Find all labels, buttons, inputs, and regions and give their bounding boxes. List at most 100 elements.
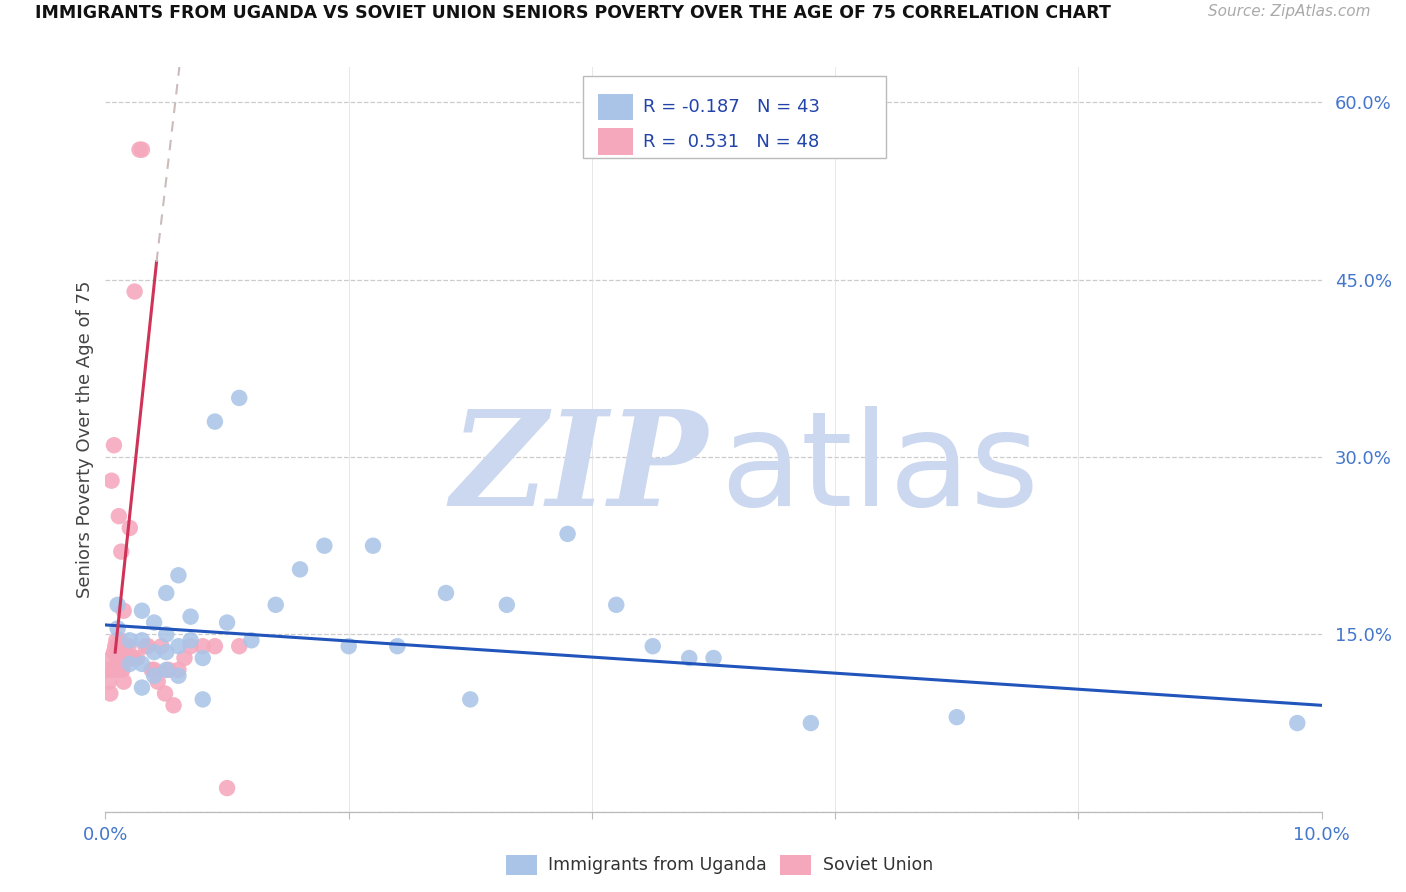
Point (191, 639, 214, 653)
Point (118, 521, 141, 535)
Point (103, 645, 125, 659)
Point (100, 474, 122, 488)
Text: atlas: atlas (720, 406, 1039, 533)
Point (800, 716, 823, 731)
Point (387, 639, 409, 653)
Point (110, 663, 132, 677)
Point (111, 663, 134, 677)
Point (191, 692, 214, 706)
Point (136, 639, 159, 653)
Point (678, 651, 700, 665)
Point (155, 627, 177, 641)
Point (105, 663, 128, 677)
Point (191, 651, 214, 665)
Point (146, 674, 169, 689)
Text: Source: ZipAtlas.com: Source: ZipAtlas.com (1208, 4, 1371, 20)
Y-axis label: Seniors Poverty Over the Age of 75: Seniors Poverty Over the Age of 75 (76, 281, 94, 598)
Point (143, 669, 166, 683)
Point (107, 651, 129, 665)
Point (141, 663, 163, 677)
Point (173, 651, 195, 665)
Text: R =  0.531   N = 48: R = 0.531 N = 48 (643, 133, 818, 151)
Text: IMMIGRANTS FROM UGANDA VS SOVIET UNION SENIORS POVERTY OVER THE AGE OF 75 CORREL: IMMIGRANTS FROM UGANDA VS SOVIET UNION S… (35, 4, 1111, 22)
Point (155, 645, 177, 659)
Point (204, 639, 226, 653)
Point (167, 568, 190, 582)
Point (131, 633, 153, 648)
Point (155, 663, 177, 677)
Point (110, 544, 132, 558)
Point (204, 415, 226, 429)
Point (98, 686, 121, 700)
Point (153, 686, 176, 700)
Point (108, 639, 131, 653)
Point (1286, 716, 1309, 731)
Point (557, 527, 579, 541)
Point (162, 698, 184, 713)
Point (458, 692, 481, 706)
Point (131, 143, 153, 157)
Point (131, 604, 153, 618)
Point (128, 143, 150, 157)
Point (108, 509, 131, 524)
Point (112, 674, 135, 689)
Point (101, 663, 124, 677)
Point (434, 586, 457, 600)
Point (135, 639, 157, 653)
Point (107, 598, 129, 612)
Text: ZIP: ZIP (450, 405, 707, 533)
Point (167, 639, 190, 653)
Point (108, 633, 131, 648)
Text: R = -0.187   N = 43: R = -0.187 N = 43 (643, 98, 820, 116)
Point (155, 586, 177, 600)
Point (97, 663, 120, 677)
Point (337, 639, 360, 653)
Point (605, 598, 627, 612)
Point (98, 674, 121, 689)
Point (115, 651, 138, 665)
Point (228, 639, 250, 653)
Point (167, 663, 190, 677)
Point (157, 663, 180, 677)
Point (103, 438, 125, 452)
Point (702, 651, 725, 665)
Point (180, 639, 202, 653)
Point (217, 615, 239, 630)
Point (114, 639, 136, 653)
Point (143, 615, 166, 630)
Point (117, 639, 139, 653)
Point (945, 710, 967, 724)
Point (107, 622, 129, 636)
Point (240, 633, 263, 648)
Point (131, 681, 153, 695)
Point (131, 657, 153, 671)
Point (143, 663, 166, 677)
Point (107, 651, 129, 665)
Point (143, 645, 166, 659)
Point (124, 285, 146, 299)
Point (100, 651, 122, 665)
Point (180, 633, 202, 648)
Text: Soviet Union: Soviet Union (823, 856, 932, 874)
Point (228, 391, 250, 405)
Point (150, 639, 173, 653)
Point (180, 609, 202, 624)
Point (641, 639, 664, 653)
Point (104, 639, 127, 653)
Point (117, 651, 139, 665)
Point (495, 598, 517, 612)
Point (105, 633, 128, 648)
Point (118, 657, 141, 671)
Point (167, 669, 190, 683)
Point (314, 539, 336, 553)
Point (121, 651, 143, 665)
Point (118, 633, 141, 648)
Point (361, 539, 384, 553)
Point (122, 651, 145, 665)
Point (112, 604, 135, 618)
Point (125, 651, 148, 665)
Point (264, 598, 287, 612)
Point (288, 562, 311, 576)
Text: Immigrants from Uganda: Immigrants from Uganda (548, 856, 768, 874)
Point (217, 780, 239, 795)
